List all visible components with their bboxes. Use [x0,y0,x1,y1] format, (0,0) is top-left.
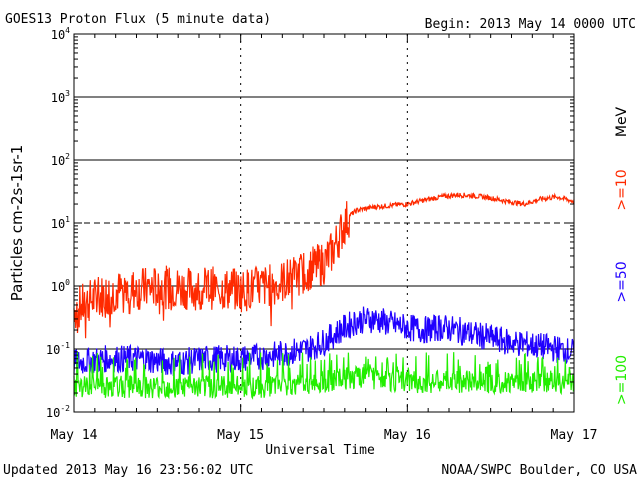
y-tick-label: 10-1 [46,341,70,357]
y-tick-label: 103 [51,89,70,105]
energy-unit-label: MeV [614,106,630,137]
series-line-1 [73,306,575,377]
axis-ticks [73,34,575,413]
gridlines [74,34,574,412]
source-label: NOAA/SWPC Boulder, CO USA [441,463,637,478]
series-line-0 [73,191,575,339]
legend-series-50: >=50 [614,261,630,302]
y-tick-label: 104 [51,26,70,42]
chart-title: GOES13 Proton Flux (5 minute data) [5,12,271,27]
legend-series-100: >=100 [614,355,630,405]
series-group [73,191,575,400]
y-tick-label: 100 [51,278,70,294]
y-tick-labels: 10-2 10-1 100 101 102 103 104 [46,26,70,420]
series-line-2 [73,352,575,400]
y-tick-label: 102 [51,152,70,168]
y-tick-label: 10-2 [46,404,70,420]
x-tick-label: May 15 [217,428,264,443]
updated-label: Updated 2013 May 16 23:56:02 UTC [3,463,253,478]
y-tick-label: 101 [51,215,70,231]
begin-label: Begin: 2013 May 14 0000 UTC [425,17,636,32]
x-tick-labels: May 14 May 15 May 16 May 17 [51,428,598,443]
x-tick-label: May 16 [384,428,431,443]
x-tick-label: May 17 [551,428,598,443]
legend-series-10: >=10 [614,169,630,210]
x-axis-title: Universal Time [265,443,375,458]
x-tick-label: May 14 [51,428,98,443]
y-axis-title: Particles cm-2s-1sr-1 [8,145,26,302]
